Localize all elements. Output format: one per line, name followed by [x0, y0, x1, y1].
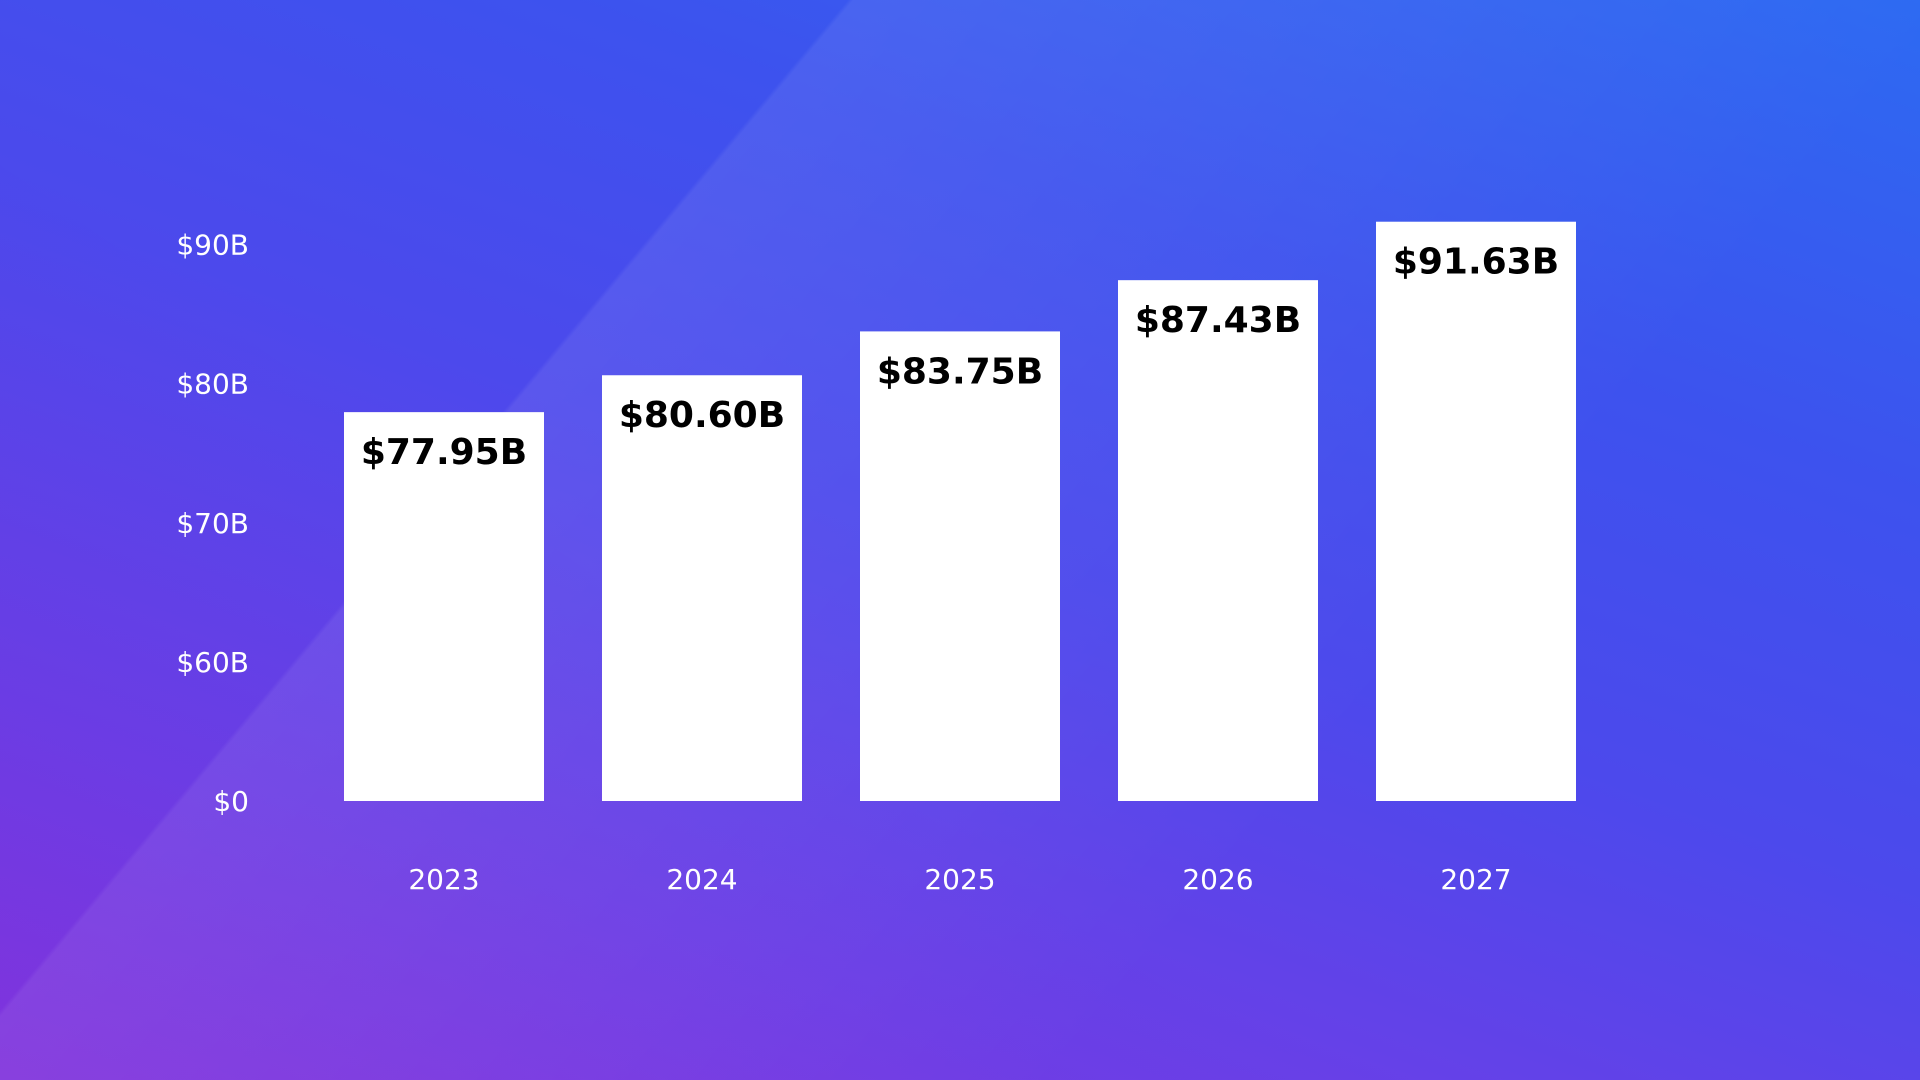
bar-2027[interactable]	[1376, 221, 1576, 802]
x-tick-label: 2023	[408, 863, 479, 896]
x-axis: 2023 2024 2025 2026 2027	[408, 863, 1511, 896]
bar-2025[interactable]	[860, 331, 1060, 801]
data-label-2026: $87.43B	[1135, 300, 1301, 341]
bar-2024[interactable]	[602, 375, 802, 801]
data-label-2023: $77.95B	[361, 432, 527, 473]
bar-2026[interactable]	[1118, 280, 1318, 801]
data-label-2024: $80.60B	[619, 395, 785, 436]
x-tick-label: 2024	[666, 863, 737, 896]
x-tick-label: 2027	[1440, 863, 1511, 896]
bars: $77.95B $80.60B $83.75B $87.43B $91.63B	[344, 221, 1576, 802]
y-tick-label: $90B	[176, 228, 249, 261]
y-tick-label: $80B	[176, 368, 249, 401]
y-axis: $0 $60B $70B $80B $90B	[176, 228, 249, 818]
data-label-2027: $91.63B	[1393, 242, 1559, 283]
x-tick-label: 2026	[1182, 863, 1253, 896]
y-tick-label: $60B	[176, 646, 249, 679]
bar-2023[interactable]	[344, 412, 544, 801]
x-tick-label: 2025	[924, 863, 995, 896]
y-tick-label: $0	[213, 785, 249, 818]
y-tick-label: $70B	[176, 507, 249, 540]
data-label-2025: $83.75B	[877, 351, 1043, 392]
